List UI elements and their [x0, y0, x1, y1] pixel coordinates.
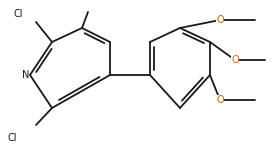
Text: O: O	[216, 15, 224, 25]
Text: N: N	[22, 70, 29, 80]
Text: O: O	[231, 55, 239, 65]
Text: Cl: Cl	[13, 9, 23, 19]
Text: O: O	[216, 95, 224, 105]
Text: Cl: Cl	[7, 133, 17, 143]
